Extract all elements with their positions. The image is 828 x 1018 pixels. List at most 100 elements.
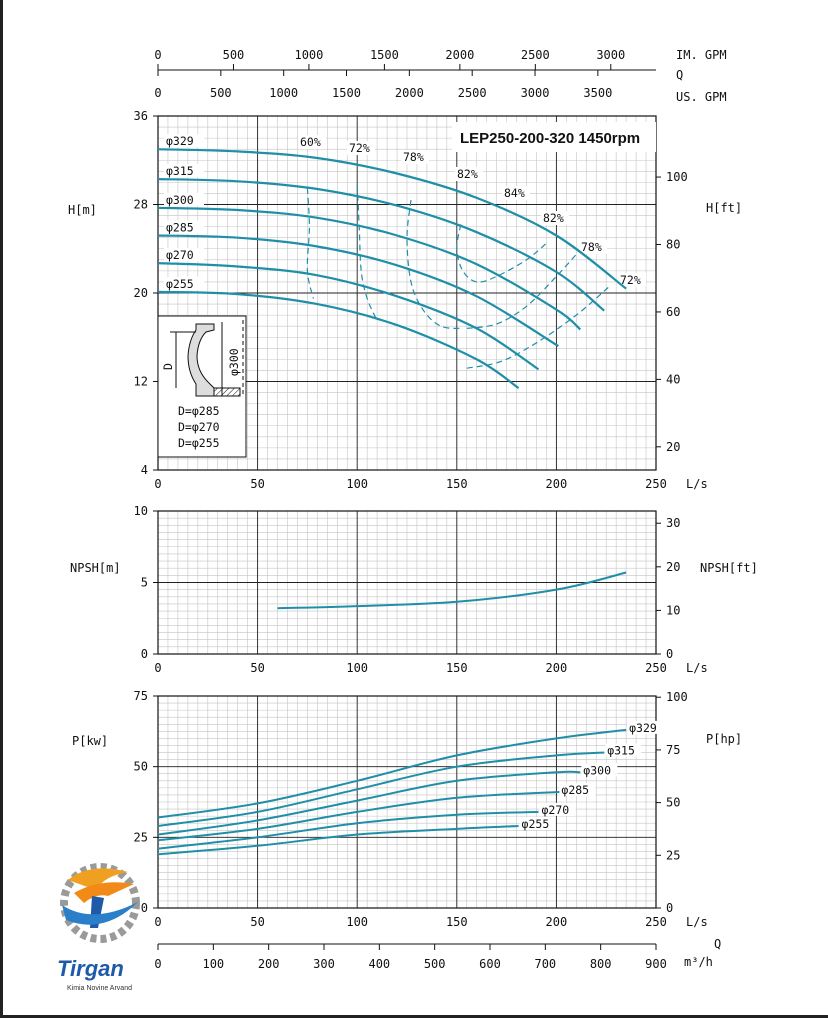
logo-name: Tirgan [57, 956, 124, 981]
top-tick-label-us: 3500 [583, 86, 612, 100]
head-curve-label: φ329 [166, 134, 194, 148]
y-tick-label: 25 [134, 830, 148, 844]
y2-tick-label: 10 [666, 603, 680, 617]
y2-tick-label: 20 [666, 560, 680, 574]
x-tick-label: 250 [645, 661, 667, 675]
y-tick-label: 28 [134, 198, 148, 212]
y2-tick-label: 0 [666, 647, 673, 661]
y-tick-label: 75 [134, 689, 148, 703]
efficiency-label: 60% [300, 135, 321, 149]
y-tick-label: 5 [141, 576, 148, 590]
x-tick-label: 250 [645, 915, 667, 929]
efficiency-label: 82% [457, 167, 478, 181]
power-curve-label: φ329 [629, 721, 657, 735]
bottom-tick-label: 100 [202, 957, 224, 971]
efficiency-label-bg [541, 211, 569, 225]
efficiency-label-bg [579, 240, 607, 254]
title-backdrop [452, 122, 656, 152]
inset-d-label: D [161, 363, 175, 370]
x-tick-label: 0 [154, 477, 161, 491]
bottom-tick-label: 300 [313, 957, 335, 971]
efficiency-line [466, 253, 577, 329]
x-tick-label: 100 [346, 915, 368, 929]
head-curve [157, 262, 540, 371]
top-axis-label-im: IM. GPM [676, 48, 727, 62]
bottom-tick-label: 800 [590, 957, 612, 971]
y-axis-label: NPSH[m] [70, 561, 121, 575]
x-tick-label: 200 [546, 661, 568, 675]
top-tick-label-im: 0 [154, 48, 161, 62]
efficiency-label: 78% [581, 240, 602, 254]
power-label-bg [605, 743, 642, 757]
x-tick-label: 250 [645, 477, 667, 491]
power-label-bg [627, 720, 664, 734]
efficiency-label: 72% [620, 273, 641, 287]
power-curve-label: φ270 [541, 803, 569, 817]
top-tick-label-im: 1500 [370, 48, 399, 62]
power-curve [157, 728, 627, 819]
y-tick-label: 0 [141, 647, 148, 661]
power-label-bg [559, 783, 596, 797]
inset-phi-label: φ300 [227, 348, 241, 376]
y-tick-label: 12 [134, 375, 148, 389]
y2-tick-label: 20 [666, 440, 680, 454]
bottom-tick-label: 200 [258, 957, 280, 971]
efficiency-label-bg [455, 167, 483, 181]
bottom-tick-label: 900 [645, 957, 667, 971]
x-tick-label: 50 [250, 477, 264, 491]
power-curve [157, 770, 581, 836]
top-tick-label-im: 2000 [445, 48, 474, 62]
top-tick-label-us: 500 [210, 86, 232, 100]
power-label-bg [519, 817, 556, 831]
top-tick-label-im: 1000 [294, 48, 323, 62]
power-curve [157, 825, 519, 856]
top-tick-label-us: 2000 [395, 86, 424, 100]
bottom-tick-label: 600 [479, 957, 501, 971]
y2-tick-label: 100 [666, 690, 688, 704]
top-tick-label-us: 1500 [332, 86, 361, 100]
bottom-tick-label: 0 [154, 957, 161, 971]
efficiency-line [356, 184, 378, 321]
x-axis-unit: L/s [686, 477, 708, 491]
curve-label-bg [164, 248, 204, 262]
head-curve-label: φ300 [166, 193, 194, 207]
chart-title: LEP250-200-320 1450rpm [460, 130, 640, 147]
y-tick-label: 10 [134, 504, 148, 518]
inset-d-line: D=φ255 [178, 436, 220, 450]
y2-axis-label: P[hp] [706, 732, 742, 746]
efficiency-line [406, 200, 463, 329]
head-curve [157, 178, 605, 312]
head-curve [157, 206, 582, 331]
x-tick-label: 50 [250, 915, 264, 929]
efficiency-line [466, 287, 609, 369]
efficiency-label: 84% [504, 186, 525, 200]
efficiency-line [306, 187, 314, 299]
impeller-hub [213, 387, 241, 397]
y-axis-label: H[m] [68, 203, 97, 217]
plot-border [157, 695, 657, 909]
y2-axis-label: H[ft] [706, 201, 742, 215]
power-curve-label: φ285 [561, 783, 589, 797]
y2-tick-label: 60 [666, 305, 680, 319]
y-tick-label: 0 [141, 901, 148, 915]
bottom-axis-unit: m³/h [684, 955, 713, 969]
y2-tick-label: 40 [666, 372, 680, 386]
y2-tick-label: 50 [666, 796, 680, 810]
x-tick-label: 200 [546, 477, 568, 491]
top-tick-label-us: 3000 [521, 86, 550, 100]
efficiency-label-bg [347, 141, 375, 155]
y-tick-label: 20 [134, 286, 148, 300]
bottom-tick-label: 400 [368, 957, 390, 971]
top-axis-label-q: Q [676, 68, 683, 82]
head-curve-label: φ315 [166, 164, 194, 178]
power-curve [157, 751, 605, 827]
top-axis-label-us: US. GPM [676, 90, 727, 104]
x-tick-label: 50 [250, 661, 264, 675]
head-curve [157, 290, 520, 390]
y2-tick-label: 75 [666, 743, 680, 757]
curve-label-bg [164, 164, 204, 178]
top-tick-label-im: 500 [223, 48, 245, 62]
y2-axis-label: NPSH[ft] [700, 561, 758, 575]
npsh-curve [277, 571, 627, 610]
